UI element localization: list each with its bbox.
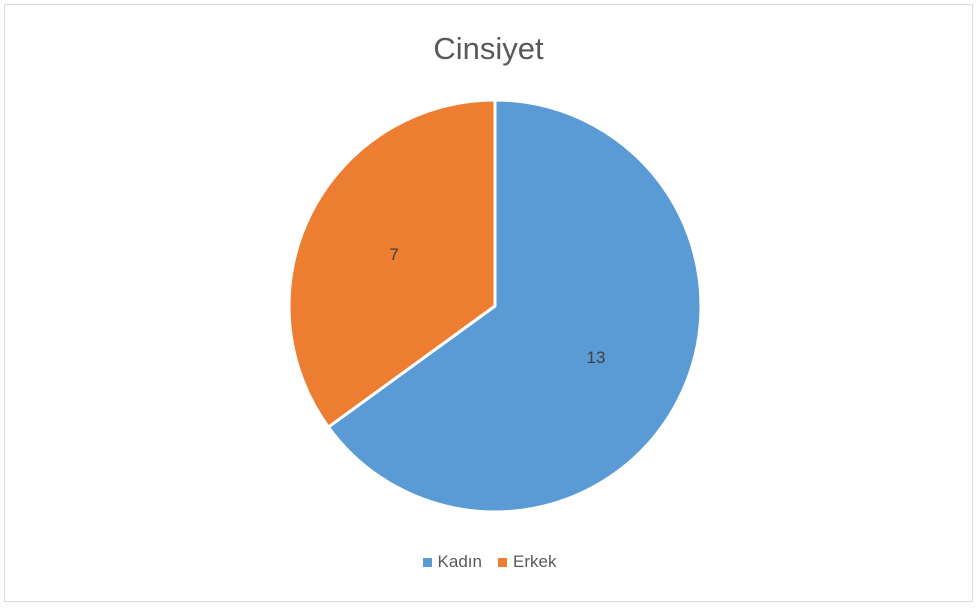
- pie-slice-kadin: [326, 98, 703, 514]
- legend-label-erkek: Erkek: [512, 552, 557, 571]
- legend-label-kadin: Kadın: [437, 552, 482, 571]
- data-label-kadin: 13: [586, 348, 605, 367]
- legend-item-kadin: Kadın: [422, 552, 482, 572]
- legend-item-erkek: Erkek: [497, 552, 557, 572]
- chart-title: Cinsiyet: [433, 31, 544, 66]
- pie-slice-erkek: [287, 98, 497, 429]
- legend-swatch-erkek: [497, 557, 507, 567]
- pie-slices: [287, 98, 703, 514]
- pie-data-labels: 13 7: [389, 245, 605, 367]
- legend-swatch-kadin: [422, 557, 432, 567]
- legend: Kadın Erkek: [0, 552, 979, 572]
- data-label-erkek: 7: [389, 245, 398, 264]
